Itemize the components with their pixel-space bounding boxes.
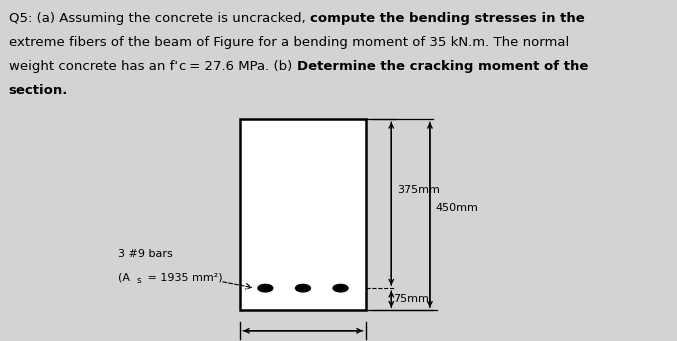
- Text: Q5: (a) Assuming the concrete is uncracked,: Q5: (a) Assuming the concrete is uncrack…: [9, 12, 310, 25]
- Bar: [240, 119, 366, 310]
- Text: 3 #9 bars: 3 #9 bars: [118, 249, 173, 259]
- Text: = 1935 mm²): = 1935 mm²): [144, 273, 223, 283]
- Text: 450mm: 450mm: [435, 203, 478, 213]
- Text: (A: (A: [118, 273, 131, 283]
- Text: = 27.6 MPa. (b): = 27.6 MPa. (b): [185, 60, 297, 73]
- Text: 75mm: 75mm: [393, 294, 429, 304]
- Text: compute the bending stresses in the: compute the bending stresses in the: [310, 12, 584, 25]
- Text: weight concrete has an f': weight concrete has an f': [9, 60, 178, 73]
- Text: s: s: [136, 276, 141, 285]
- Circle shape: [258, 284, 273, 292]
- Text: extreme fibers of the beam of Figure for a bending moment of 35 kN.m. The normal: extreme fibers of the beam of Figure for…: [9, 36, 569, 49]
- Circle shape: [333, 284, 348, 292]
- Circle shape: [295, 284, 310, 292]
- Text: Determine the cracking moment of the: Determine the cracking moment of the: [297, 60, 588, 73]
- Text: c: c: [178, 60, 185, 73]
- Text: section.: section.: [9, 84, 68, 97]
- Text: 375mm: 375mm: [397, 185, 439, 195]
